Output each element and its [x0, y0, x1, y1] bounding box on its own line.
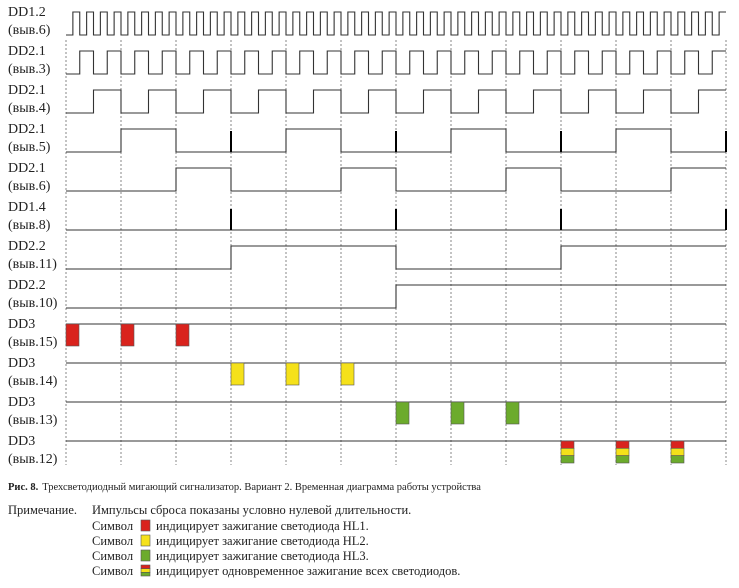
signal-name: DD2.1 — [8, 83, 46, 98]
led-pulse — [615, 440, 630, 449]
led-pulse — [450, 401, 465, 425]
signal-pin: (выв.6) — [8, 179, 51, 194]
note-item: индицирует зажигание светодиода HL2. — [156, 534, 369, 548]
waveform — [66, 245, 726, 270]
legend-symbol — [140, 572, 151, 577]
note-word: Символ — [92, 534, 133, 548]
signal-name: DD2.1 — [8, 161, 46, 176]
led-pulse — [285, 362, 300, 386]
legend-symbol — [140, 519, 151, 532]
signal-name: DD2.1 — [8, 44, 46, 59]
signal-pin: (выв.11) — [8, 257, 57, 272]
signal-name: DD3 — [8, 317, 35, 332]
led-pulse — [120, 323, 135, 347]
led-pulse — [615, 448, 630, 456]
note-item: индицирует зажигание светодиода HL1. — [156, 519, 369, 533]
signal-name: DD2.2 — [8, 278, 46, 293]
signal-pin: (выв.5) — [8, 140, 51, 155]
led-pulse — [175, 323, 190, 347]
led-pulse — [560, 440, 575, 449]
signal-name: DD3 — [8, 434, 35, 449]
legend-symbol — [140, 568, 151, 573]
led-pulse — [560, 455, 575, 464]
waveform — [66, 167, 726, 192]
signal-pin: (выв.6) — [8, 23, 51, 38]
note-text: Импульсы сброса показаны условно нулевой… — [92, 503, 411, 517]
signal-pin: (выв.10) — [8, 296, 58, 311]
led-pulse — [65, 323, 80, 347]
led-pulse — [670, 448, 685, 456]
signal-name: DD2.1 — [8, 122, 46, 137]
note-word: Символ — [92, 549, 133, 563]
note-item: индицирует одновременное зажигание всех … — [156, 564, 460, 578]
note-label: Примечание. — [8, 503, 77, 517]
waveform — [66, 50, 726, 75]
signal-pin: (выв.12) — [8, 452, 58, 467]
led-pulse — [670, 455, 685, 464]
note-word: Символ — [92, 519, 133, 533]
signal-pin: (выв.3) — [8, 62, 51, 77]
legend-symbol — [140, 549, 151, 562]
signal-name: DD3 — [8, 395, 35, 410]
led-pulse — [395, 401, 410, 425]
signal-name: DD1.4 — [8, 200, 46, 215]
caption: Рис. 8. Трехсветодиодный мигающий сигнали… — [8, 482, 481, 493]
caption-fig: Рис. 8. — [8, 482, 39, 493]
note-word: Символ — [92, 564, 133, 578]
signal-name: DD3 — [8, 356, 35, 371]
waveform — [66, 284, 726, 309]
signal-pin: (выв.15) — [8, 335, 58, 350]
led-pulse — [505, 401, 520, 425]
signal-pin: (выв.14) — [8, 374, 58, 389]
waveform — [66, 89, 726, 114]
led-pulse — [340, 362, 355, 386]
note-item: индицирует зажигание светодиода HL3. — [156, 549, 369, 563]
led-pulse — [560, 448, 575, 456]
legend-symbol — [140, 564, 151, 569]
legend-symbol — [140, 534, 151, 547]
signal-name: DD1.2 — [8, 5, 46, 20]
signal-pin: (выв.13) — [8, 413, 58, 428]
waveform — [66, 11, 726, 36]
caption-text: Трехсветодиодный мигающий сигнализатор. … — [42, 482, 481, 493]
led-pulse — [230, 362, 245, 386]
led-pulse — [670, 440, 685, 449]
signal-pin: (выв.8) — [8, 218, 51, 233]
led-pulse — [615, 455, 630, 464]
signal-pin: (выв.4) — [8, 101, 51, 116]
signal-name: DD2.2 — [8, 239, 46, 254]
